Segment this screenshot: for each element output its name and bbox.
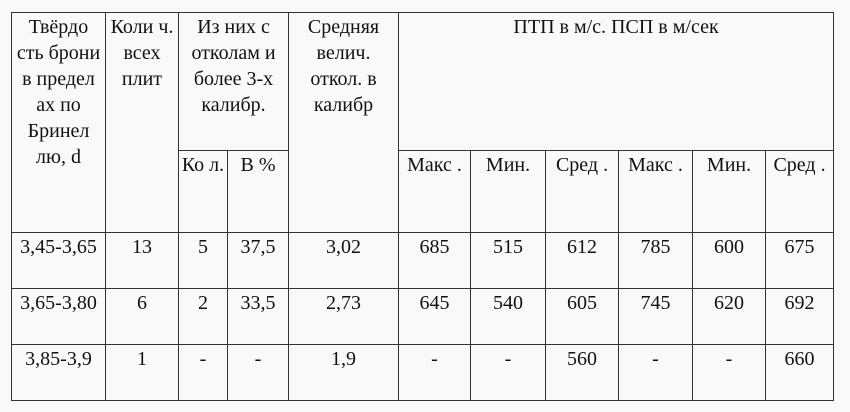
armor-test-table: Твёрдо сть брони в предел ах по Бринел л… <box>11 12 835 401</box>
header-avg: Сред . <box>545 150 620 233</box>
header-avg-spall: Средняя велич. откол. в калибр <box>288 12 400 233</box>
cell-velocity: 515 <box>470 232 547 289</box>
cell-velocity: 675 <box>765 232 835 289</box>
cell-spalled-count: - <box>178 344 228 401</box>
table-row: 3,85-3,9 1 - - 1,9 - - 560 - - 660 <box>11 344 835 401</box>
header-hardness: Твёрдо сть брони в предел ах по Бринел л… <box>11 12 106 233</box>
cell-velocity: 685 <box>398 232 472 289</box>
cell-spalled-percent: 37,5 <box>226 232 290 289</box>
cell-count: 6 <box>105 288 179 345</box>
cell-velocity: 605 <box>545 288 620 345</box>
cell-velocity: 620 <box>692 288 767 345</box>
header-spalled-group: Из них с отколам и более 3-х калибр. <box>177 12 290 151</box>
header-count: Коли ч. всех плит <box>105 12 179 233</box>
cell-spalled-percent: - <box>226 344 290 401</box>
cell-hardness: 3,65-3,80 <box>11 288 106 345</box>
cell-velocity: 692 <box>765 288 835 345</box>
cell-velocity: 745 <box>618 288 694 345</box>
cell-velocity: - <box>470 344 547 401</box>
cell-velocity: 645 <box>398 288 472 345</box>
cell-spalled-count: 5 <box>178 232 228 289</box>
cell-velocity: 785 <box>618 232 694 289</box>
cell-spalled-count: 2 <box>178 288 228 345</box>
cell-velocity: - <box>692 344 767 401</box>
cell-spalled-percent: 33,5 <box>226 288 290 345</box>
cell-velocity: 600 <box>692 232 767 289</box>
header-spalled-count: Ко л. <box>178 150 228 233</box>
header-max: Макс . <box>618 150 694 233</box>
header-min: Мин. <box>692 150 767 233</box>
header-min: Мин. <box>470 150 547 233</box>
cell-hardness: 3,45-3,65 <box>11 232 106 289</box>
cell-velocity: 540 <box>470 288 547 345</box>
header-avg: Сред . <box>765 150 835 233</box>
cell-count: 1 <box>105 344 179 401</box>
cell-avg-spall: 2,73 <box>288 288 400 345</box>
header-spalled-percent: В % <box>226 150 290 233</box>
cell-velocity: - <box>398 344 472 401</box>
table-row: 3,65-3,80 6 2 33,5 2,73 645 540 605 745 … <box>11 288 835 345</box>
cell-velocity: - <box>618 344 694 401</box>
cell-velocity: 560 <box>545 344 620 401</box>
subheader-row: Ко л. В % Макс . Мин. Сред . Макс . Мин.… <box>12 150 835 233</box>
cell-velocity: 660 <box>765 344 835 401</box>
header-row: Твёрдо сть брони в предел ах по Бринел л… <box>11 12 835 233</box>
cell-hardness: 3,85-3,9 <box>11 344 106 401</box>
cell-avg-spall: 3,02 <box>288 232 400 289</box>
cell-velocity: 612 <box>545 232 620 289</box>
header-max: Макс . <box>398 150 472 233</box>
cell-count: 13 <box>105 232 179 289</box>
cell-avg-spall: 1,9 <box>288 344 400 401</box>
table-row: 3,45-3,65 13 5 37,5 3,02 685 515 612 785… <box>11 232 835 289</box>
header-velocity-group: ПТП в м/с. ПСП в м/сек <box>398 12 835 151</box>
